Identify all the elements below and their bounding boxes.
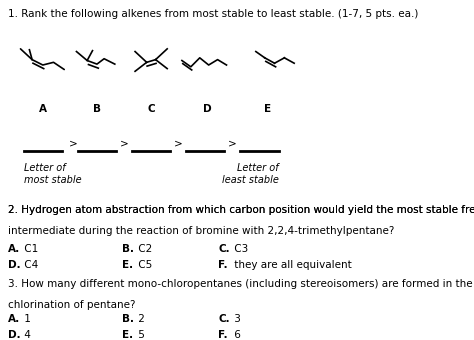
Text: >: >: [174, 139, 182, 149]
Text: D: D: [202, 104, 211, 114]
Text: they are all equivalent: they are all equivalent: [231, 259, 352, 270]
Text: 3: 3: [231, 314, 241, 324]
Text: 4: 4: [20, 330, 30, 340]
Text: C4: C4: [20, 259, 38, 270]
Text: 2. Hydrogen atom abstraction from which carbon position would yield the most sta: 2. Hydrogen atom abstraction from which …: [8, 205, 474, 215]
Text: 5: 5: [135, 330, 145, 340]
Text: A.: A.: [8, 243, 20, 254]
Text: D.: D.: [8, 330, 20, 340]
Text: C1: C1: [20, 243, 38, 254]
Text: chlorination of pentane?: chlorination of pentane?: [8, 300, 135, 310]
Text: 6: 6: [231, 330, 241, 340]
Text: C: C: [147, 104, 155, 114]
Text: C2: C2: [135, 243, 153, 254]
Text: D.: D.: [8, 259, 20, 270]
Text: E.: E.: [122, 330, 134, 340]
Text: C.: C.: [218, 314, 230, 324]
Text: 3. How many different mono-chloropentanes (including stereoisomers) are formed i: 3. How many different mono-chloropentane…: [8, 279, 474, 289]
Text: A: A: [39, 104, 47, 114]
Text: B: B: [93, 104, 101, 114]
Text: 1: 1: [20, 314, 30, 324]
Text: F.: F.: [218, 259, 228, 270]
Text: E.: E.: [122, 259, 134, 270]
Text: >: >: [119, 139, 128, 149]
Text: B.: B.: [122, 243, 135, 254]
Text: C.: C.: [218, 243, 230, 254]
Text: C5: C5: [135, 259, 153, 270]
Text: F.: F.: [218, 330, 228, 340]
Text: >: >: [228, 139, 237, 149]
Text: 1. Rank the following alkenes from most stable to least stable. (1-7, 5 pts. ea.: 1. Rank the following alkenes from most …: [8, 10, 418, 19]
Text: A.: A.: [8, 314, 20, 324]
Text: B.: B.: [122, 314, 135, 324]
Text: Letter of
most stable: Letter of most stable: [24, 163, 82, 185]
Text: Letter of
least stable: Letter of least stable: [222, 163, 279, 185]
Text: 2: 2: [135, 314, 145, 324]
Text: E: E: [264, 104, 271, 114]
Text: 2. Hydrogen atom abstraction from which carbon position would yield the most sta: 2. Hydrogen atom abstraction from which …: [8, 205, 474, 215]
Text: C3: C3: [231, 243, 248, 254]
Text: >: >: [69, 139, 77, 149]
Text: intermediate during the reaction of bromine with 2,2,4-trimethylpentane?: intermediate during the reaction of brom…: [8, 226, 394, 236]
